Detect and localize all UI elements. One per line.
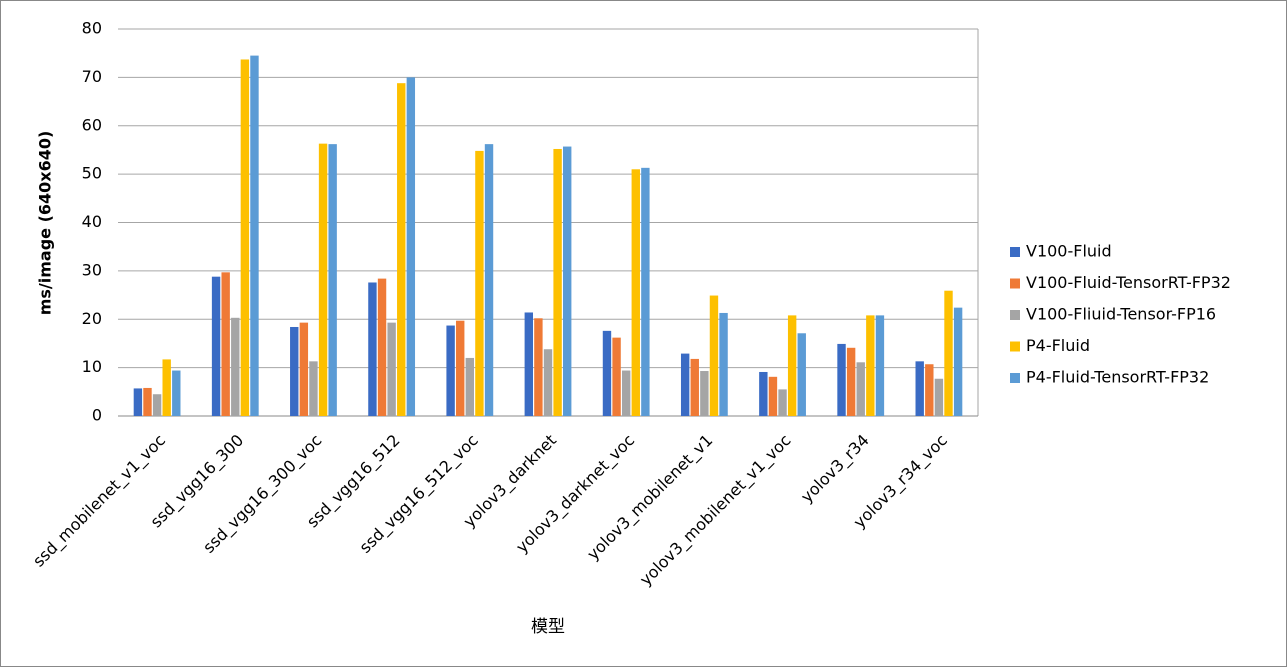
y-tick-label: 40 <box>82 212 102 231</box>
y-tick-label: 20 <box>82 309 102 328</box>
y-tick-label: 50 <box>82 164 102 183</box>
bar <box>397 83 406 417</box>
bar <box>309 361 318 416</box>
legend-swatch <box>1010 310 1020 320</box>
bar <box>925 364 934 416</box>
y-tick-label: 30 <box>82 260 102 279</box>
bar <box>143 387 152 416</box>
bar <box>797 333 806 416</box>
bar <box>602 330 612 416</box>
y-tick-label: 80 <box>82 19 102 38</box>
bar <box>299 322 309 416</box>
legend-label: P4-Fluid-TensorRT-FP32 <box>1026 368 1209 387</box>
bar <box>387 322 396 416</box>
bar <box>759 371 768 416</box>
bar <box>915 361 924 416</box>
bar <box>612 337 621 416</box>
bar <box>553 148 562 416</box>
legend-label: V100-Fliuid-Tensor-FP16 <box>1026 305 1216 324</box>
bar <box>944 290 953 416</box>
bar <box>866 315 875 416</box>
bar <box>406 77 416 416</box>
x-axis-title: 模型 <box>531 617 565 637</box>
bar <box>837 343 846 416</box>
bar <box>377 278 387 416</box>
bar <box>856 362 865 416</box>
bar <box>846 347 856 416</box>
bar <box>240 59 250 416</box>
bar <box>641 167 650 416</box>
bar <box>680 353 690 416</box>
bar <box>328 144 337 416</box>
legend-label: P4-Fluid <box>1026 336 1090 355</box>
bar <box>787 315 797 416</box>
legend-label: V100-Fluid-TensorRT-FP32 <box>1026 273 1231 292</box>
bar <box>563 146 572 416</box>
y-tick-label: 60 <box>82 115 102 134</box>
y-tick-label: 70 <box>82 67 102 86</box>
bar <box>368 282 377 416</box>
bar <box>534 318 543 416</box>
bar <box>162 359 171 416</box>
bar <box>631 169 640 416</box>
bar <box>700 371 709 416</box>
y-tick-label: 0 <box>92 406 102 425</box>
legend-swatch <box>1010 341 1020 352</box>
legend-swatch <box>1010 373 1020 383</box>
bar <box>446 325 455 416</box>
bar <box>690 358 699 416</box>
bar <box>709 295 719 416</box>
bar <box>290 326 299 416</box>
bar <box>953 307 963 416</box>
legend-swatch <box>1010 278 1020 289</box>
y-axis-title: ms/image (640x640) <box>36 131 55 316</box>
legend-swatch <box>1010 247 1020 257</box>
bar <box>768 376 778 416</box>
bar <box>172 370 181 416</box>
bar <box>621 370 631 416</box>
bar <box>475 150 484 416</box>
bar <box>484 144 494 416</box>
bar <box>465 357 475 416</box>
bar <box>456 320 465 416</box>
bar <box>318 143 328 416</box>
bar <box>152 394 162 416</box>
bar <box>543 349 553 416</box>
bar <box>231 317 240 416</box>
bar <box>875 315 885 416</box>
bar <box>934 378 944 416</box>
bar <box>250 55 259 416</box>
bar <box>211 276 221 416</box>
bar <box>778 389 787 416</box>
y-tick-label: 10 <box>82 357 102 376</box>
bar <box>524 312 533 416</box>
legend-label: V100-Fluid <box>1026 242 1112 261</box>
bar <box>133 388 143 416</box>
bar <box>221 272 230 416</box>
bar <box>719 312 728 416</box>
